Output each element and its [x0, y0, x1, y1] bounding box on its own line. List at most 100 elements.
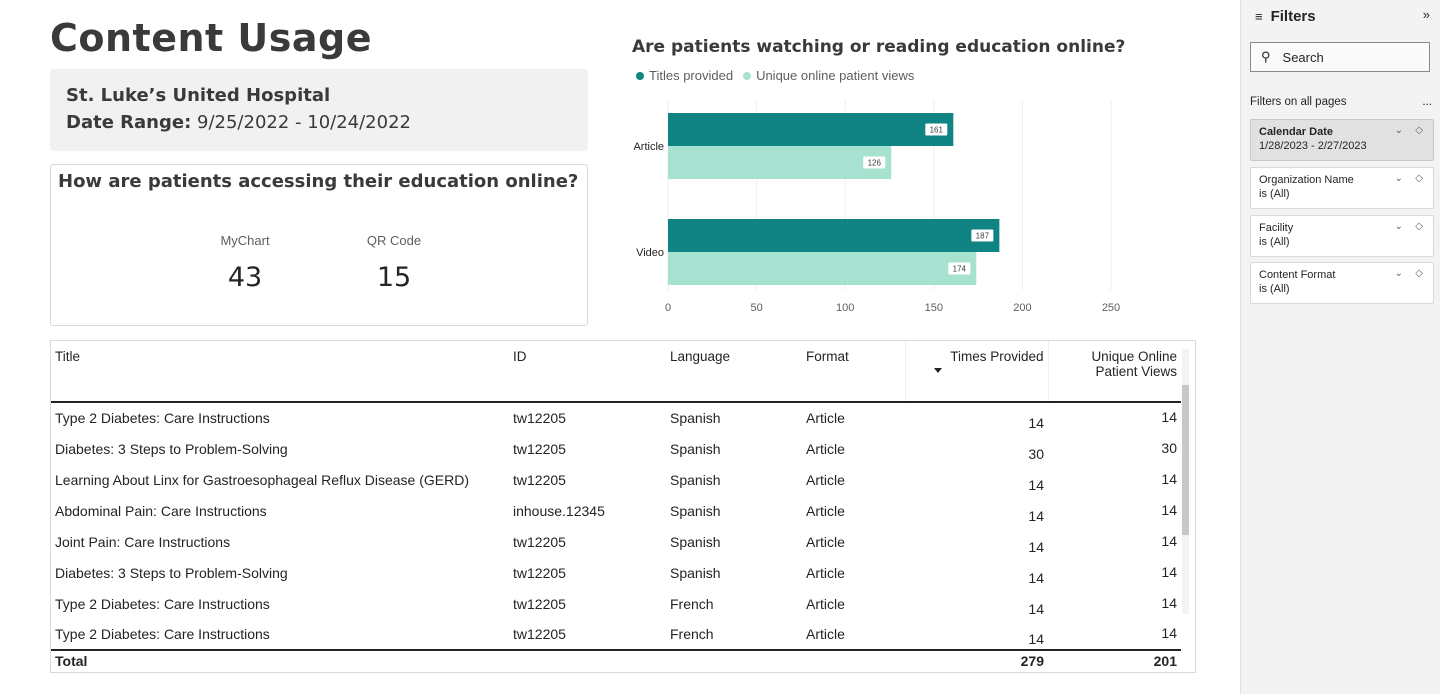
cell-id: tw12205 [513, 626, 566, 642]
cell-title: Type 2 Diabetes: Care Instructions [55, 626, 270, 642]
filter-card-calendar-date[interactable]: Calendar Date 1/28/2023 - 2/27/2023 ⌄ ◇ [1250, 119, 1434, 161]
filter-icon: ≡ [1255, 9, 1263, 24]
cell-unique-views: 14 [1161, 501, 1177, 518]
column-header-times-provided[interactable]: Times Provided [904, 341, 1048, 403]
scrollbar-thumb[interactable] [1182, 385, 1189, 535]
cell-unique-views: 30 [1161, 439, 1177, 456]
cell-title: Abdominal Pain: Care Instructions [55, 502, 267, 519]
cell-id: inhouse.12345 [513, 502, 605, 519]
cell-format: Article [806, 533, 845, 550]
collapse-pane-icon[interactable]: » [1422, 7, 1430, 22]
chart-legend: Titles provided Unique online patient vi… [636, 68, 914, 83]
cell-id: tw12205 [513, 410, 566, 426]
hospital-info-card: St. Luke’s United Hospital Date Range: 9… [50, 69, 588, 151]
search-icon: ⚲ [1261, 49, 1271, 64]
column-header-unique-views[interactable]: Unique Online Patient Views [1047, 341, 1181, 403]
column-header-label: Times Provided [950, 349, 1044, 364]
kpi-mychart: MyChart 43 [185, 233, 305, 293]
legend-item-unique-views[interactable]: Unique online patient views [743, 68, 914, 83]
chevron-down-icon[interactable]: ⌄ [1394, 268, 1403, 279]
filter-value: is (All) [1259, 283, 1290, 295]
filter-card-content-format[interactable]: Content Format is (All) ⌄ ◇ [1250, 262, 1434, 304]
kpi-qr-code: QR Code 15 [334, 233, 454, 293]
cell-language: Spanish [670, 502, 721, 519]
x-tick-label: 50 [750, 302, 762, 314]
cell-unique-views: 14 [1161, 594, 1177, 611]
table-row[interactable]: Diabetes: 3 Steps to Problem-Solving tw12… [51, 557, 1181, 588]
eraser-icon[interactable]: ◇ [1415, 268, 1423, 279]
filters-title: Filters [1270, 8, 1316, 25]
cell-language: Spanish [670, 533, 721, 550]
filter-search-input[interactable]: ⚲ Search [1250, 42, 1430, 72]
column-header-title[interactable]: Title [51, 341, 509, 403]
filters-section-header: Filters on all pages ... [1250, 96, 1432, 108]
data-label: 187 [976, 232, 990, 241]
data-label: 174 [953, 265, 967, 274]
cell-title: Diabetes: 3 Steps to Problem-Solving [55, 440, 288, 457]
content-table: Title ID Language Format Times Provided … [50, 340, 1196, 673]
table-total-row: Total 279 201 [51, 649, 1181, 670]
column-header-language[interactable]: Language [666, 341, 802, 403]
bar [668, 252, 977, 285]
cell-unique-views: 14 [1161, 409, 1177, 425]
column-header-id[interactable]: ID [509, 341, 666, 403]
cell-language: Spanish [670, 564, 721, 581]
cell-times-provided: 14 [1028, 508, 1044, 524]
cell-times-provided: 14 [1028, 477, 1044, 493]
cell-id: tw12205 [513, 533, 566, 550]
eraser-icon[interactable]: ◇ [1415, 125, 1423, 136]
filter-card-facility[interactable]: Facility is (All) ⌄ ◇ [1250, 215, 1434, 257]
cell-times-provided: 14 [1028, 539, 1044, 555]
cell-times-provided: 14 [1028, 631, 1044, 647]
data-label-box [971, 229, 994, 242]
x-tick-label: 250 [1102, 302, 1120, 314]
bar [668, 113, 954, 146]
column-header-format[interactable]: Format [802, 341, 905, 403]
total-unique-views: 201 [1048, 649, 1181, 670]
table-row[interactable]: Abdominal Pain: Care Instructions inhouse… [51, 495, 1181, 526]
x-tick-label: 200 [1013, 302, 1031, 314]
chevron-down-icon[interactable]: ⌄ [1394, 125, 1403, 136]
eraser-icon[interactable]: ◇ [1415, 173, 1423, 184]
column-header-label: Unique Online Patient Views [1091, 349, 1177, 379]
table-row[interactable]: Type 2 Diabetes: Care Instructions tw1220… [51, 402, 1181, 433]
table-row[interactable]: Joint Pain: Care Instructions tw12205 Span… [51, 526, 1181, 557]
cell-id: tw12205 [513, 471, 566, 488]
cell-title: Joint Pain: Care Instructions [55, 533, 231, 550]
chevron-down-icon[interactable]: ⌄ [1394, 173, 1403, 184]
access-question: How are patients accessing their educati… [58, 171, 579, 192]
cell-format: Article [806, 502, 845, 519]
kpi-value: 43 [227, 262, 263, 293]
chart-title: Are patients watching or reading educati… [632, 37, 1126, 57]
legend-label: Unique online patient views [756, 68, 915, 83]
cell-language: Spanish [670, 440, 721, 457]
cell-unique-views: 14 [1161, 532, 1177, 549]
x-tick-label: 0 [665, 302, 671, 314]
chevron-down-icon[interactable]: ⌄ [1394, 221, 1403, 232]
table-row[interactable]: Learning About Linx for Gastroesophageal… [51, 464, 1181, 495]
cell-times-provided: 14 [1028, 415, 1044, 431]
cell-unique-views: 14 [1161, 563, 1177, 580]
date-range: Date Range: 9/25/2022 - 10/24/2022 [66, 112, 572, 133]
table-row[interactable]: Diabetes: 3 Steps to Problem-Solving tw12… [51, 433, 1181, 464]
cell-id: tw12205 [513, 440, 566, 457]
cell-format: Article [806, 626, 845, 642]
table-body: Type 2 Diabetes: Care Instructions tw1220… [51, 402, 1181, 650]
hospital-name: St. Luke’s United Hospital [66, 85, 331, 106]
cell-format: Article [806, 410, 845, 426]
total-cell-empty [802, 649, 905, 670]
cell-format: Article [806, 595, 845, 612]
legend-marker [636, 71, 644, 80]
table-scrollbar[interactable] [1182, 349, 1189, 614]
cell-format: Article [806, 440, 845, 457]
more-options-icon[interactable]: ... [1422, 96, 1432, 108]
cell-unique-views: 14 [1161, 470, 1177, 487]
legend-item-titles-provided[interactable]: Titles provided [636, 68, 733, 83]
filter-card-organization-name[interactable]: Organization Name is (All) ⌄ ◇ [1250, 167, 1434, 209]
legend-label: Titles provided [649, 68, 734, 83]
cell-times-provided: 30 [1028, 446, 1044, 462]
table-row[interactable]: Type 2 Diabetes: Care Instructions tw1220… [51, 619, 1181, 650]
bar-chart: 0 50 100 150 200 250 Article 161 126 Video 187 174 [633, 100, 1120, 314]
table-row[interactable]: Type 2 Diabetes: Care Instructions tw1220… [51, 588, 1181, 619]
eraser-icon[interactable]: ◇ [1415, 221, 1423, 232]
